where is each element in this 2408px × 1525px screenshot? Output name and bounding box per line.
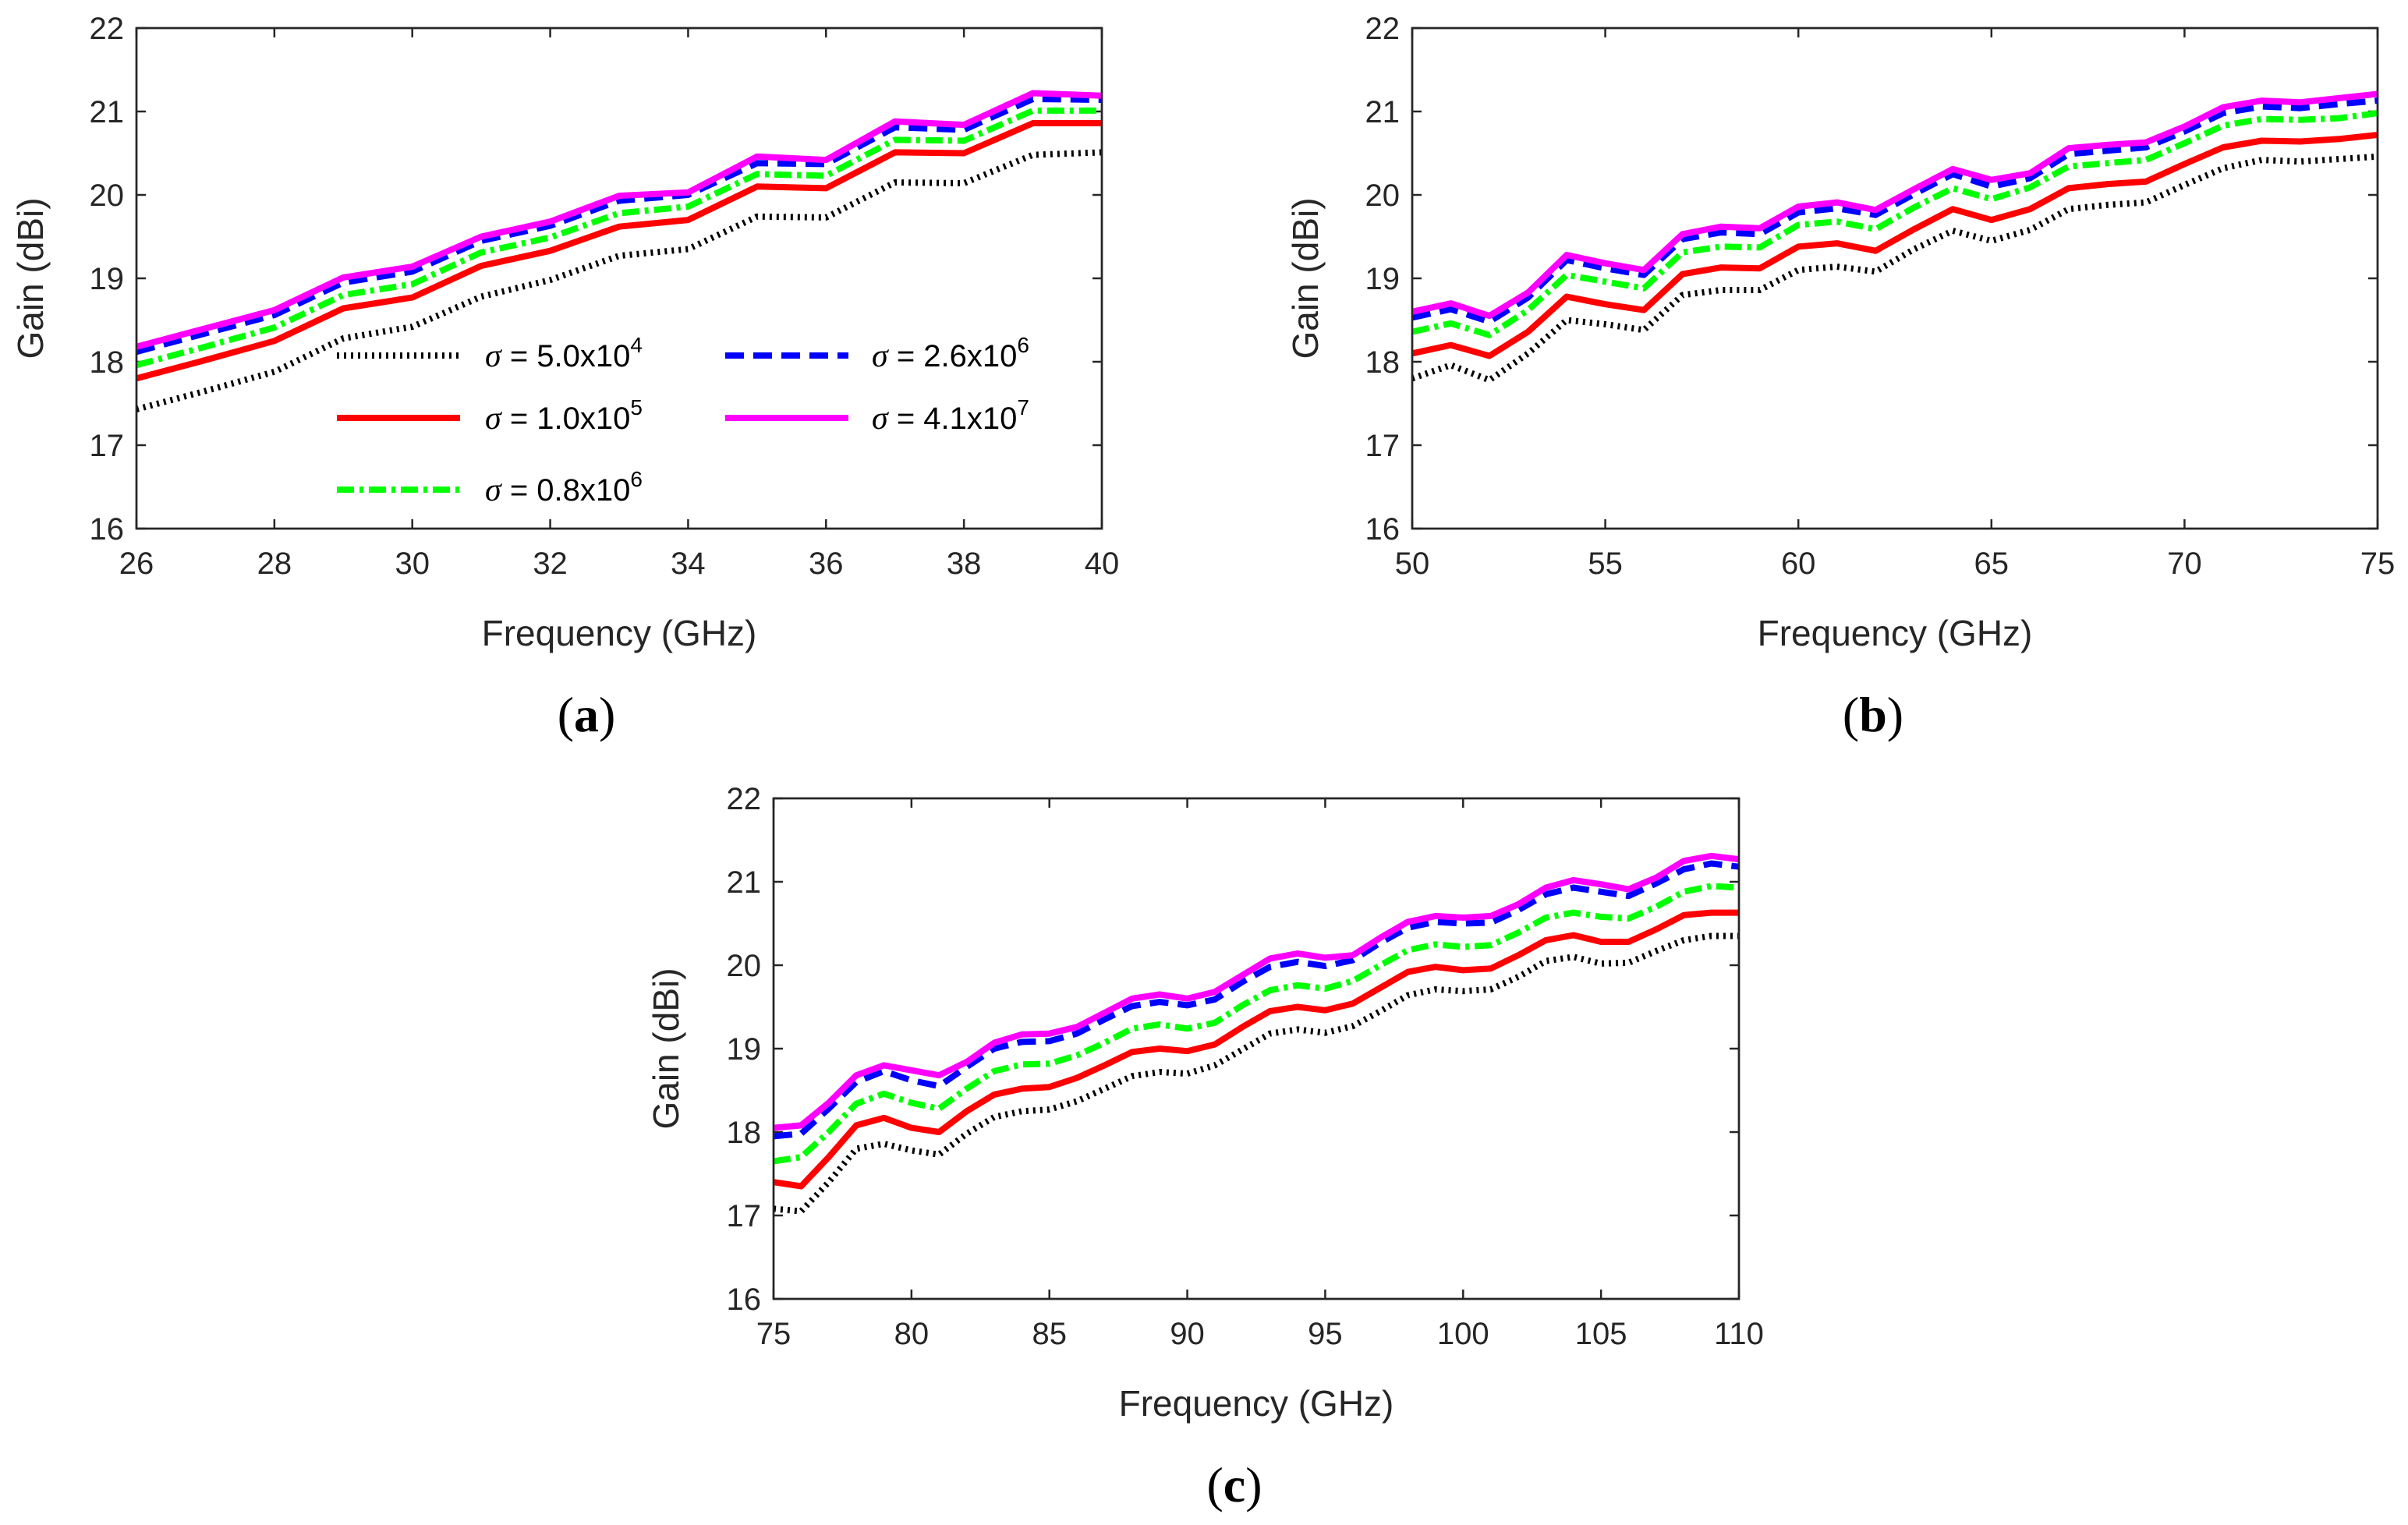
x-tick-label-b-1: 55 — [1588, 547, 1623, 581]
y-tick-label-c-0: 16 — [727, 1283, 762, 1317]
x-tick-label-a-7: 40 — [1085, 547, 1120, 581]
series-line-a-0 — [135, 149, 1103, 412]
legend-label-3: σ = 0.8x106 — [485, 467, 643, 508]
plot-border-b — [1411, 27, 2379, 530]
legend-label-1: σ = 5.0x104 — [485, 333, 643, 374]
y-axis-label-b: Gain (dBi) — [1285, 197, 1326, 359]
y-tick-label-a-0: 16 — [90, 512, 125, 547]
legend-label-5: σ = 4.1x107 — [872, 395, 1029, 437]
series-line-b-3 — [1411, 97, 2378, 325]
y-tick-label-c-3: 19 — [727, 1032, 762, 1067]
x-tick-label-c-7: 110 — [1714, 1317, 1764, 1351]
series-line-a-3 — [135, 96, 1103, 356]
y-tick-label-c-5: 21 — [727, 865, 762, 900]
x-tick-label-b-4: 70 — [2167, 547, 2202, 581]
series-line-b-1 — [1411, 132, 2378, 359]
legend-entry-4: σ = 2.6x106 — [725, 333, 1029, 374]
x-tick-label-b-0: 50 — [1395, 547, 1430, 581]
y-axis-label-a: Gain (dBi) — [10, 197, 51, 359]
series-lines-b — [1411, 90, 2378, 384]
x-tick-label-a-3: 32 — [533, 547, 568, 581]
series-line-c-0 — [773, 932, 1739, 1215]
x-tick-label-b-3: 65 — [1974, 547, 2010, 581]
legend-entry-1: σ = 5.0x104 — [337, 333, 643, 374]
panel-b: 16 17 18 19 20 21 22 50 55 60 65 70 75 Frequency (G… — [1285, 12, 2395, 742]
y-ticks-a: 16 17 18 19 20 21 22 — [90, 12, 1102, 547]
legend-entry-3: σ = 0.8x106 — [337, 467, 643, 508]
x-ticks-b: 50 55 60 65 70 75 — [1395, 28, 2396, 581]
series-line-c-2 — [773, 883, 1740, 1165]
x-ticks-c: 75 80 85 90 95 100 105 110 — [756, 798, 1764, 1351]
y-tick-label-c-4: 20 — [727, 949, 762, 983]
legend-label-2: σ = 1.0x105 — [485, 395, 643, 437]
x-tick-label-c-5: 100 — [1437, 1317, 1489, 1351]
legend-entry-2: σ = 1.0x105 — [337, 395, 643, 437]
y-tick-label-a-4: 20 — [90, 179, 125, 213]
x-tick-label-a-5: 36 — [809, 547, 844, 581]
y-tick-label-b-3: 19 — [1365, 262, 1401, 296]
x-tick-label-c-1: 80 — [894, 1317, 930, 1351]
series-lines-c — [773, 852, 1740, 1215]
plot-border-c — [772, 797, 1740, 1300]
y-axis-label-c: Gain (dBi) — [646, 968, 686, 1129]
y-tick-label-b-0: 16 — [1365, 512, 1401, 547]
y-tick-label-a-5: 21 — [90, 95, 125, 129]
x-axis-label-b: Frequency (GHz) — [1758, 613, 2033, 653]
y-tick-label-b-4: 20 — [1365, 179, 1401, 213]
x-tick-label-c-2: 85 — [1032, 1317, 1067, 1351]
x-tick-label-b-5: 75 — [2360, 547, 2396, 581]
y-tick-label-b-2: 18 — [1365, 345, 1401, 380]
y-tick-label-a-3: 19 — [90, 262, 125, 296]
series-line-c-3 — [773, 860, 1740, 1140]
x-axis-label-a: Frequency (GHz) — [482, 613, 757, 653]
plot-frame-a — [135, 27, 1103, 530]
panel-label-c: (c) — [1206, 1457, 1262, 1513]
panel-c: 16 17 18 19 20 21 22 75 80 85 90 95 100 105 110 Frequ… — [646, 782, 1764, 1513]
x-tick-label-a-1: 28 — [257, 547, 292, 581]
y-tick-label-b-1: 17 — [1365, 429, 1401, 463]
panel-label-a: (a) — [558, 687, 616, 742]
y-tick-label-a-6: 22 — [90, 12, 125, 46]
y-tick-label-c-6: 22 — [727, 782, 762, 816]
legend-label-4: σ = 2.6x106 — [872, 333, 1029, 374]
y-ticks-b: 16 17 18 19 20 21 22 — [1365, 12, 2378, 547]
series-line-c-4 — [773, 852, 1740, 1131]
series-line-a-2 — [135, 107, 1102, 369]
x-ticks-a: 26 28 30 32 34 36 38 40 — [119, 28, 1120, 581]
y-tick-label-b-5: 21 — [1365, 95, 1401, 129]
series-line-b-2 — [1411, 110, 2378, 338]
x-tick-label-c-0: 75 — [756, 1317, 791, 1351]
x-axis-label-c: Frequency (GHz) — [1119, 1383, 1394, 1424]
panel-label-b: (b) — [1843, 687, 1903, 742]
plot-border-a — [135, 27, 1103, 530]
series-line-b-4 — [1411, 90, 2378, 320]
x-tick-label-c-3: 90 — [1170, 1317, 1205, 1351]
series-lines-a — [135, 90, 1103, 412]
y-tick-label-a-2: 18 — [90, 345, 125, 380]
x-tick-label-a-0: 26 — [119, 547, 154, 581]
x-tick-label-b-2: 60 — [1781, 547, 1816, 581]
legend-entry-5: σ = 4.1x107 — [725, 395, 1029, 437]
y-tick-label-a-1: 17 — [90, 429, 125, 463]
plot-frame-c — [772, 797, 1740, 1300]
x-tick-label-a-4: 34 — [671, 547, 706, 581]
series-line-a-1 — [135, 120, 1102, 382]
y-tick-label-c-2: 18 — [727, 1116, 762, 1150]
legend: σ = 5.0x104 σ = 1.0x105 σ = 0.8x106 σ = … — [337, 333, 1029, 508]
x-tick-label-a-6: 38 — [947, 547, 982, 581]
y-tick-label-b-6: 22 — [1365, 12, 1401, 46]
x-tick-label-c-6: 105 — [1575, 1317, 1627, 1351]
series-line-a-4 — [135, 90, 1103, 350]
panel-a: 16 17 18 19 20 21 22 26 28 30 32 34 36 38 40 Frequenc… — [10, 12, 1119, 742]
series-line-c-1 — [773, 909, 1739, 1190]
y-tick-label-c-1: 17 — [727, 1199, 762, 1233]
x-tick-label-a-2: 30 — [395, 547, 430, 581]
x-tick-label-c-4: 95 — [1308, 1317, 1343, 1351]
